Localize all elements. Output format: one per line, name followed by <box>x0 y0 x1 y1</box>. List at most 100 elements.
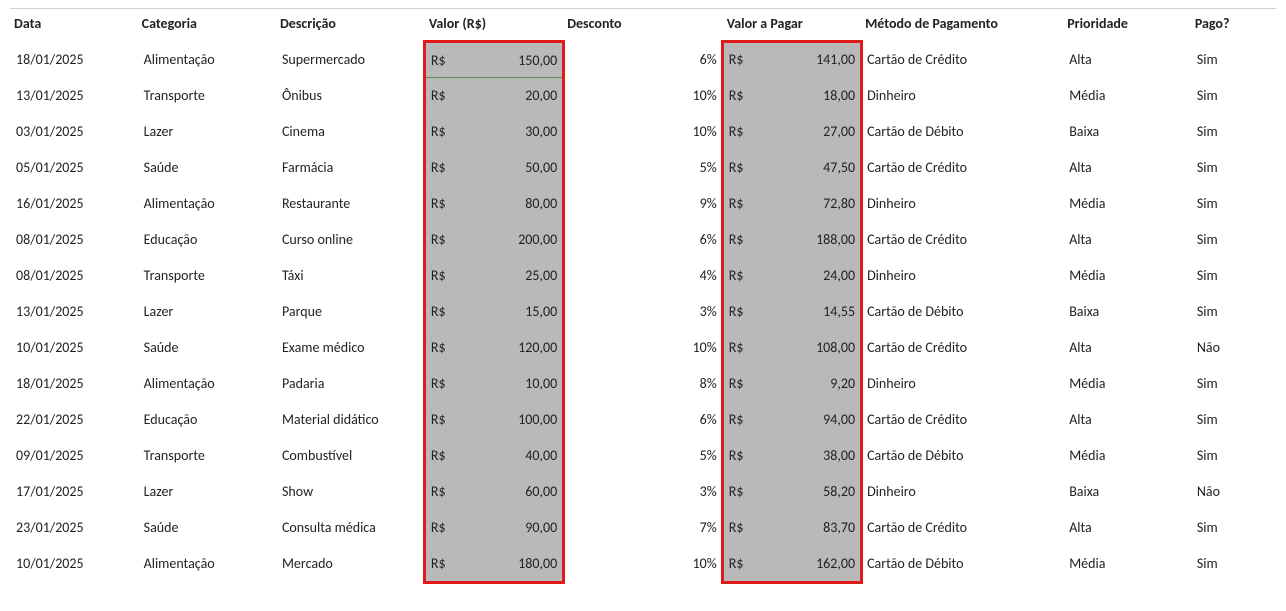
col-header-metodo: Método de Pagamento <box>861 9 1063 43</box>
cell-data: 13/01/2025 <box>10 294 138 330</box>
cell-text: 10% <box>563 78 723 114</box>
cell-valor_pagar: R$94,00 <box>723 402 861 438</box>
cell-text: Parque <box>276 294 425 330</box>
currency-label: R$ <box>431 186 446 222</box>
cell-text: 10/01/2025 <box>10 330 138 366</box>
cell-text: Saúde <box>138 330 276 366</box>
cell-text: Alta <box>1063 510 1191 546</box>
cell-text: 3% <box>563 294 723 330</box>
table-row: 08/01/2025TransporteTáxiR$25,004%R$24,00… <box>10 258 1276 294</box>
cell-valor: R$15,00 <box>425 294 563 330</box>
cell-metodo: Cartão de Crédito <box>861 330 1063 366</box>
cell-text: Alimentação <box>138 186 276 222</box>
cell-valor: R$ 120,00 <box>425 330 563 366</box>
cell-text: Saúde <box>138 510 276 546</box>
cell-text: 6% <box>563 402 723 438</box>
cell-pago: Sim <box>1191 114 1276 150</box>
cell-text: Cartão de Crédito <box>861 222 1063 258</box>
amount-value: 80,00 <box>525 186 557 222</box>
cell-pago: Não <box>1191 330 1276 366</box>
cell-valor_pagar: R$141,00 <box>723 42 861 78</box>
cell-prioridade: Alta <box>1063 150 1191 186</box>
cell-text: 13/01/2025 <box>10 78 138 114</box>
cell-descricao: Combustível <box>276 438 425 474</box>
cell-categoria: Transporte <box>138 258 276 294</box>
cell-data: 22/01/2025 <box>10 402 138 438</box>
cell-text: Sim <box>1191 78 1276 114</box>
amount-value: 120,00 <box>518 330 557 366</box>
amount-value: 38,00 <box>823 438 855 474</box>
cell-categoria: Saúde <box>138 510 276 546</box>
amount-value: 108,00 <box>816 330 855 366</box>
cell-text: Alimentação <box>138 366 276 402</box>
cell-text: Dinheiro <box>861 186 1063 222</box>
cell-text: Sim <box>1191 438 1276 474</box>
cell-metodo: Cartão de Crédito <box>861 42 1063 78</box>
cell-prioridade: Média <box>1063 78 1191 114</box>
cell-text: 08/01/2025 <box>10 222 138 258</box>
cell-text: Material didático <box>276 402 425 438</box>
cell-valor: R$180,00 <box>425 546 563 582</box>
table-row: 09/01/2025TransporteCombustívelR$40,005%… <box>10 438 1276 474</box>
cell-descricao: Farmácia <box>276 150 425 186</box>
cell-valor: R$ 80,00 <box>425 186 563 222</box>
currency-label: R$ <box>431 330 446 366</box>
cell-prioridade: Baixa <box>1063 474 1191 510</box>
cell-categoria: Saúde <box>138 150 276 186</box>
currency-label: R$ <box>729 78 744 114</box>
cell-pago: Sim <box>1191 42 1276 78</box>
amount-value: 60,00 <box>525 474 557 510</box>
cell-valor: R$20,00 <box>425 78 563 114</box>
expense-table-container: DataCategoriaDescriçãoValor (R$)Desconto… <box>0 0 1286 594</box>
currency-label: R$ <box>431 78 446 114</box>
cell-desconto: 5% <box>563 150 723 186</box>
cell-text: Show <box>276 474 425 510</box>
cell-text: Dinheiro <box>861 78 1063 114</box>
currency-label: R$ <box>729 474 744 510</box>
cell-desconto: 3% <box>563 474 723 510</box>
cell-valor_pagar: R$72,80 <box>723 186 861 222</box>
cell-desconto: 6% <box>563 402 723 438</box>
cell-desconto: 8% <box>563 366 723 402</box>
currency-label: R$ <box>729 222 744 258</box>
currency-label: R$ <box>729 546 744 582</box>
cell-descricao: Show <box>276 474 425 510</box>
cell-valor: R$90,00 <box>425 510 563 546</box>
table-row: 18/01/2025AlimentaçãoPadariaR$10,008%R$9… <box>10 366 1276 402</box>
cell-descricao: Consulta médica <box>276 510 425 546</box>
cell-text: Sim <box>1191 510 1276 546</box>
amount-value: 15,00 <box>525 294 557 330</box>
cell-text: Alimentação <box>138 42 276 78</box>
cell-desconto: 10% <box>563 114 723 150</box>
cell-pago: Sim <box>1191 546 1276 582</box>
amount-value: 27,00 <box>823 114 855 150</box>
cell-data: 16/01/2025 <box>10 186 138 222</box>
cell-desconto: 4% <box>563 258 723 294</box>
cell-categoria: Educação <box>138 222 276 258</box>
cell-text: 7% <box>563 510 723 546</box>
table-row: 03/01/2025LazerCinemaR$30,0010%R$27,00Ca… <box>10 114 1276 150</box>
cell-text: Saúde <box>138 150 276 186</box>
cell-metodo: Cartão de Débito <box>861 546 1063 582</box>
table-row: 17/01/2025LazerShowR$60,003%R$58,20Dinhe… <box>10 474 1276 510</box>
cell-text: Média <box>1063 366 1191 402</box>
cell-text: Cartão de Crédito <box>861 402 1063 438</box>
cell-text: Consulta médica <box>276 510 425 546</box>
cell-data: 09/01/2025 <box>10 438 138 474</box>
amount-value: 47,50 <box>823 150 855 186</box>
cell-descricao: Ônibus <box>276 78 425 114</box>
col-header-data: Data <box>10 9 138 43</box>
cell-pago: Sim <box>1191 258 1276 294</box>
cell-text: Cartão de Débito <box>861 114 1063 150</box>
currency-label: R$ <box>431 222 446 258</box>
cell-pago: Sim <box>1191 222 1276 258</box>
cell-categoria: Alimentação <box>138 42 276 78</box>
amount-value: 24,00 <box>823 258 855 294</box>
cell-text: 23/01/2025 <box>10 510 138 546</box>
amount-value: 10,00 <box>525 366 557 402</box>
cell-descricao: Exame médico <box>276 330 425 366</box>
cell-text: Alta <box>1063 330 1191 366</box>
cell-data: 03/01/2025 <box>10 114 138 150</box>
cell-prioridade: Baixa <box>1063 114 1191 150</box>
cell-metodo: Cartão de Débito <box>861 294 1063 330</box>
